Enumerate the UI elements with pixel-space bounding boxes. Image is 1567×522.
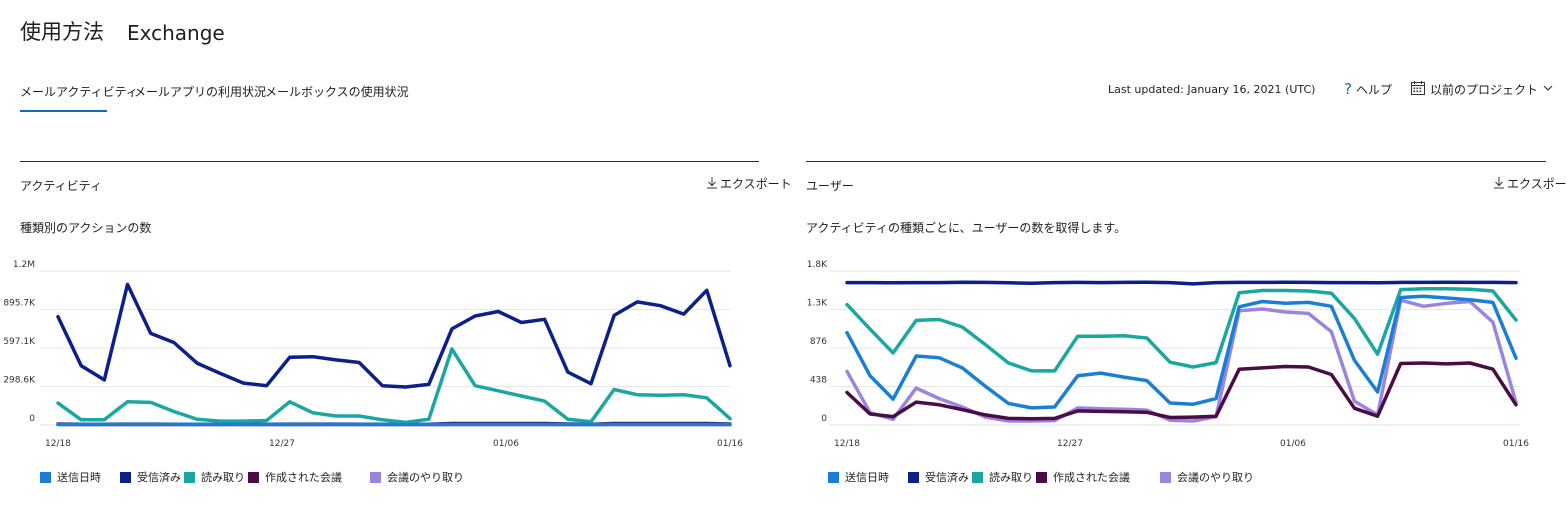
legend-label: 読み取り <box>201 471 245 484</box>
series-line <box>845 361 1518 421</box>
page-title: 使用方法 <box>20 20 104 44</box>
legend-swatch <box>40 471 51 483</box>
legend-swatch <box>972 471 983 483</box>
series-line <box>845 280 1518 286</box>
y-tick-label: 438 <box>810 376 827 386</box>
card-divider <box>806 161 1546 162</box>
download-icon <box>1493 176 1505 192</box>
y-tick-label: 1.2M <box>13 260 35 270</box>
export-label: エクスポート <box>1507 177 1567 191</box>
series-line <box>845 294 1518 410</box>
legend-swatch <box>828 471 839 483</box>
legend-item[interactable]: 読み取り <box>972 469 1036 485</box>
export-button[interactable]: エクスポート <box>1493 175 1567 192</box>
legend-swatch <box>370 471 381 483</box>
x-tick-label: 01/16 <box>1503 439 1529 449</box>
x-tick-label: 12/27 <box>269 439 295 449</box>
legend-label: 会議のやり取り <box>387 471 464 484</box>
legend-swatch <box>1160 471 1171 483</box>
x-tick-label: 12/27 <box>1057 439 1083 449</box>
legend-swatch <box>1036 471 1047 483</box>
card-title-users: ユーザー <box>806 179 854 193</box>
legend-label: 送信日時 <box>57 471 101 484</box>
legend-label: 作成された会議 <box>1053 471 1130 484</box>
tab-mailbox-usage[interactable]: メールボックスの使用状況 <box>265 85 409 99</box>
legend-item[interactable]: 作成された会議 <box>248 469 370 485</box>
x-tick-label: 01/16 <box>717 439 743 449</box>
legend-item[interactable]: 読み取り <box>184 469 248 485</box>
series-line <box>845 298 1518 423</box>
question-icon: ? <box>1344 80 1352 98</box>
x-tick-label: 01/06 <box>493 439 519 449</box>
page-subtitle: Exchange <box>127 21 225 45</box>
help-button[interactable]: ? ヘルプ <box>1344 80 1392 98</box>
calendar-icon <box>1410 80 1426 99</box>
y-tick-label: 597.1K <box>3 337 36 347</box>
legend-item[interactable]: 会議のやり取り <box>370 469 470 485</box>
chart-legend: 送信日時 受信済み 読み取り 作成された会議 会議のやり取り <box>40 469 470 485</box>
y-tick-label: 876 <box>810 337 827 347</box>
legend-swatch <box>248 471 259 483</box>
legend-label: 受信済み <box>137 471 181 484</box>
legend-swatch <box>120 471 131 483</box>
chart-legend: 送信日時 受信済み 読み取り 作成された会議 会議のやり取り <box>828 469 1260 485</box>
legend-item[interactable]: 会議のやり取り <box>1160 469 1260 485</box>
y-tick-label: 0 <box>29 414 35 424</box>
legend-item[interactable]: 受信済み <box>908 469 972 485</box>
tab-mail-activity[interactable]: メールアクティビティ <box>20 85 138 99</box>
legend-label: 送信日時 <box>845 471 889 484</box>
card-divider <box>20 161 759 162</box>
legend-label: 会議のやり取り <box>1177 471 1254 484</box>
legend-label: 作成された会議 <box>265 471 342 484</box>
legend-swatch <box>184 471 195 483</box>
legend-item[interactable]: 作成された会議 <box>1036 469 1160 485</box>
x-tick-label: 12/18 <box>834 439 860 449</box>
download-icon <box>706 176 718 192</box>
y-tick-label: 298.6K <box>3 376 36 386</box>
x-tick-label: 01/06 <box>1280 439 1306 449</box>
y-tick-label: 1.8K <box>807 260 828 270</box>
y-tick-label: 1.3K <box>807 299 828 309</box>
chart-subtitle: アクティビティの種類ごとに、ユーザーの数を取得します。 <box>806 221 1127 235</box>
users-line-chart: 0 438 876 1.3K 1.8K 12/18 12/27 01/06 01/16 <box>807 260 1529 449</box>
x-tick-label: 12/18 <box>45 439 71 449</box>
series-line <box>845 287 1518 373</box>
last-updated-text: Last updated: January 16, 2021 (UTC) <box>1108 83 1316 96</box>
tab-mail-app-usage[interactable]: メールアプリの利用状況 <box>134 85 267 99</box>
help-label: ヘルプ <box>1355 82 1392 97</box>
legend-item[interactable]: 送信日時 <box>828 469 908 485</box>
legend-item[interactable]: 送信日時 <box>40 469 120 485</box>
legend-label: 受信済み <box>925 471 969 484</box>
periods-dropdown[interactable]: 以前のプロジェクト <box>1410 80 1554 99</box>
activity-line-chart: 0 298.6K 597.1K 895.7K 1.2M 12/18 12/27 01/06 01… <box>3 260 743 449</box>
series-line <box>56 282 732 389</box>
y-tick-label: 895.7K <box>3 299 36 309</box>
y-tick-label: 0 <box>821 414 827 424</box>
export-button[interactable]: エクスポート <box>706 175 792 192</box>
card-title-activity: アクティビティ <box>20 179 102 193</box>
chevron-down-icon <box>1542 82 1554 97</box>
legend-swatch <box>908 471 919 483</box>
periods-label: 以前のプロジェクト <box>1430 83 1539 97</box>
chart-subtitle: 種類別のアクションの数 <box>20 221 152 235</box>
active-tab-indicator <box>20 110 107 112</box>
series-line <box>56 347 732 425</box>
legend-item[interactable]: 受信済み <box>120 469 184 485</box>
export-label: エクスポート <box>720 177 792 191</box>
legend-label: 読み取り <box>989 471 1033 484</box>
